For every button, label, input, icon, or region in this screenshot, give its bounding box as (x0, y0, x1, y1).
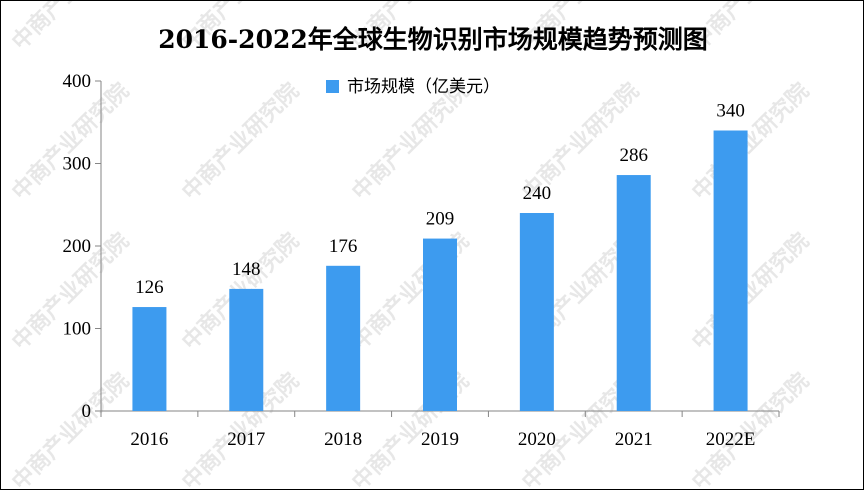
legend-label: 市场规模（亿美元） (347, 77, 500, 97)
chart-title: 2016-2022年全球生物识别市场规模趋势预测图 (158, 25, 708, 54)
x-tick-label-2016: 2016 (130, 429, 168, 450)
x-tick-label-2019: 2019 (421, 429, 459, 450)
bar-2016 (132, 307, 167, 411)
data-label-2017: 148 (232, 259, 261, 280)
watermark-text: 中商产业研究院 (7, 368, 134, 491)
data-label-2016: 126 (135, 277, 164, 298)
watermark-text: 中商产业研究院 (687, 78, 814, 205)
bar-2022E (713, 130, 748, 411)
bar-2018 (326, 265, 361, 411)
y-tick-label: 0 (82, 401, 92, 422)
watermark-text: 中商产业研究院 (687, 228, 814, 355)
x-tick-label-2021: 2021 (615, 429, 653, 450)
watermark-text: 中商产业研究院 (7, 1, 134, 55)
data-label-2021: 286 (619, 145, 648, 166)
bar-2019 (423, 238, 457, 411)
legend-swatch (326, 80, 339, 93)
watermark-text: 中商产业研究院 (7, 78, 134, 205)
data-label-2020: 240 (523, 183, 552, 204)
y-tick-label: 100 (63, 319, 92, 340)
axes: 0 100 200 300 400 2016 2017 2018 2019 2020 2021 202… (63, 71, 780, 450)
data-labels: 126 148 176 209 240 286 340 (135, 101, 745, 299)
x-tick-label-2020: 2020 (518, 429, 556, 450)
y-tick-label: 200 (63, 236, 92, 257)
data-label-2019: 209 (426, 209, 455, 230)
x-tick-label-2017: 2017 (227, 429, 265, 450)
x-tick-label-2018: 2018 (324, 429, 362, 450)
watermark-text: 中商产业研究院 (177, 78, 304, 205)
watermark-text: 中商产业研究院 (347, 78, 474, 205)
watermark-layer: 中商产业研究院 中商产业研究院 中商产业研究院 中商产业研究院 中商产业研究院中商产业研… (7, 1, 814, 491)
bar-2020 (519, 213, 554, 411)
bar-2017 (229, 288, 264, 411)
bars (132, 130, 748, 411)
legend: 市场规模（亿美元） (326, 77, 500, 97)
y-tick-label: 400 (63, 71, 92, 92)
data-label-2018: 176 (329, 236, 358, 257)
x-tick-label-2022E: 2022E (706, 429, 756, 450)
bar-2021 (616, 175, 651, 411)
data-label-2022E: 340 (716, 101, 745, 122)
y-tick-label: 300 (63, 154, 92, 175)
